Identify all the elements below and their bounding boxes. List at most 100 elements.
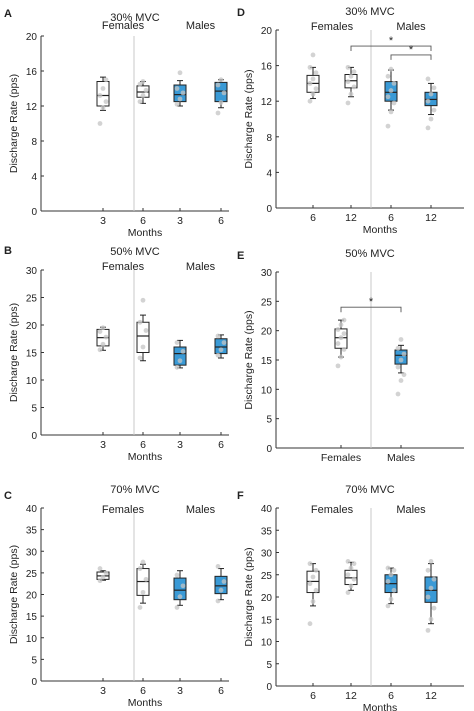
data-point <box>100 325 106 331</box>
data-point <box>180 583 186 589</box>
y-tick-label: 40 <box>26 504 38 515</box>
data-point <box>177 70 183 76</box>
x-tick-label: 3 <box>177 215 183 227</box>
data-point <box>174 364 180 370</box>
data-point <box>385 565 391 571</box>
y-axis-label: Discharge Rate (pps) <box>243 547 255 646</box>
data-point <box>97 578 103 584</box>
chart-panel-f: F 70% MVC 0 5 10 15 20 25 30 35 40 Discharge Rate (… <box>237 484 464 711</box>
y-tick-label: 5 <box>266 660 272 671</box>
panel-label: A <box>4 8 12 20</box>
data-point <box>310 52 316 58</box>
data-point <box>428 91 434 97</box>
group-label: Males <box>186 504 216 516</box>
data-point <box>351 576 357 582</box>
y-tick-label: 4 <box>31 172 37 183</box>
y-tick-label: 0 <box>266 444 272 455</box>
data-point <box>177 96 183 102</box>
data-point <box>431 85 437 91</box>
data-point <box>425 594 431 600</box>
data-point <box>221 579 227 584</box>
x-tick-label: 6 <box>388 690 394 702</box>
x-tick-label: 12 <box>425 212 437 224</box>
data-point <box>341 331 347 336</box>
chart-title: 30% MVC <box>345 6 395 18</box>
data-point <box>307 64 313 70</box>
data-point <box>174 101 180 107</box>
chart-title: 50% MVC <box>110 246 160 258</box>
x-tick-label: 6 <box>218 215 224 227</box>
data-point <box>385 123 391 129</box>
panel-label: C <box>4 490 12 502</box>
data-point <box>180 349 186 354</box>
data-point <box>174 86 180 91</box>
data-point <box>348 565 354 571</box>
data-point <box>174 605 180 610</box>
data-point <box>137 319 143 325</box>
data-point <box>401 351 407 357</box>
data-point <box>345 572 351 578</box>
y-tick-label: 5 <box>31 655 37 666</box>
y-tick-label: 10 <box>26 376 38 387</box>
significance-bracket <box>350 45 432 52</box>
group-label: Females <box>311 21 354 33</box>
y-tick-label: 30 <box>26 547 38 558</box>
significance-bracket <box>390 54 432 60</box>
data-point <box>391 587 397 593</box>
chart-panel-e: E 50% MVC 0 5 10 15 20 25 30 Discharge Rate (pps)… <box>237 248 464 464</box>
data-point <box>140 297 146 303</box>
data-point <box>218 587 224 593</box>
y-tick-label: 30 <box>26 266 38 277</box>
y-tick-label: 8 <box>266 133 272 144</box>
x-tick-label: Males <box>387 452 415 464</box>
x-tick-label: 3 <box>177 685 183 697</box>
group-label: Females <box>102 504 145 516</box>
data-point <box>385 603 391 609</box>
data-point <box>401 372 407 378</box>
y-tick-label: 30 <box>261 268 273 279</box>
y-tick-label: 15 <box>26 612 38 623</box>
significance-marker: * <box>409 44 414 56</box>
x-tick-label: 6 <box>310 690 316 702</box>
data-point <box>307 581 313 587</box>
y-tick-label: 25 <box>261 297 273 308</box>
data-point <box>345 559 351 564</box>
significance-marker: * <box>369 296 374 308</box>
data-point <box>428 559 434 564</box>
data-point <box>143 328 149 333</box>
data-point <box>307 621 313 627</box>
x-tick-label: 12 <box>425 690 437 702</box>
group-label: Females <box>102 20 145 32</box>
data-point <box>143 87 149 93</box>
data-point <box>310 574 316 580</box>
data-point <box>137 99 143 105</box>
data-point <box>348 91 354 97</box>
y-tick-label: 10 <box>26 634 38 645</box>
chart-title: 30% MVC <box>110 12 160 24</box>
data-point <box>140 589 146 595</box>
chart-panel-d: D 30% MVC 0 4 8 12 16 20 Discharge Rate (pps) Fem… <box>237 6 464 236</box>
y-tick-label: 20 <box>26 591 38 602</box>
data-point <box>215 110 221 116</box>
data-point <box>348 583 354 589</box>
data-point <box>385 579 391 584</box>
data-point <box>97 329 103 334</box>
data-point <box>218 347 224 353</box>
data-point <box>100 341 106 347</box>
data-point <box>345 100 351 106</box>
data-point <box>351 561 357 567</box>
data-point <box>428 116 434 122</box>
x-axis-label: Months <box>363 702 397 711</box>
y-tick-label: 12 <box>261 97 273 108</box>
chart-panel-c: C 70% MVC 0 5 10 15 20 25 30 35 40 Discharge Rate (… <box>4 484 229 709</box>
data-point <box>100 574 106 580</box>
x-tick-label: 6 <box>218 439 224 451</box>
data-point <box>351 84 357 90</box>
y-tick-label: 20 <box>26 32 38 43</box>
x-tick-label: 3 <box>177 439 183 451</box>
data-point <box>391 81 397 86</box>
group-label: Males <box>396 21 426 33</box>
chart-panel-a: A 30% MVC 0 4 8 12 16 20 Discharge Rate (pps) Fem… <box>4 8 229 239</box>
group-label: Females <box>311 504 354 516</box>
data-point <box>335 363 341 369</box>
